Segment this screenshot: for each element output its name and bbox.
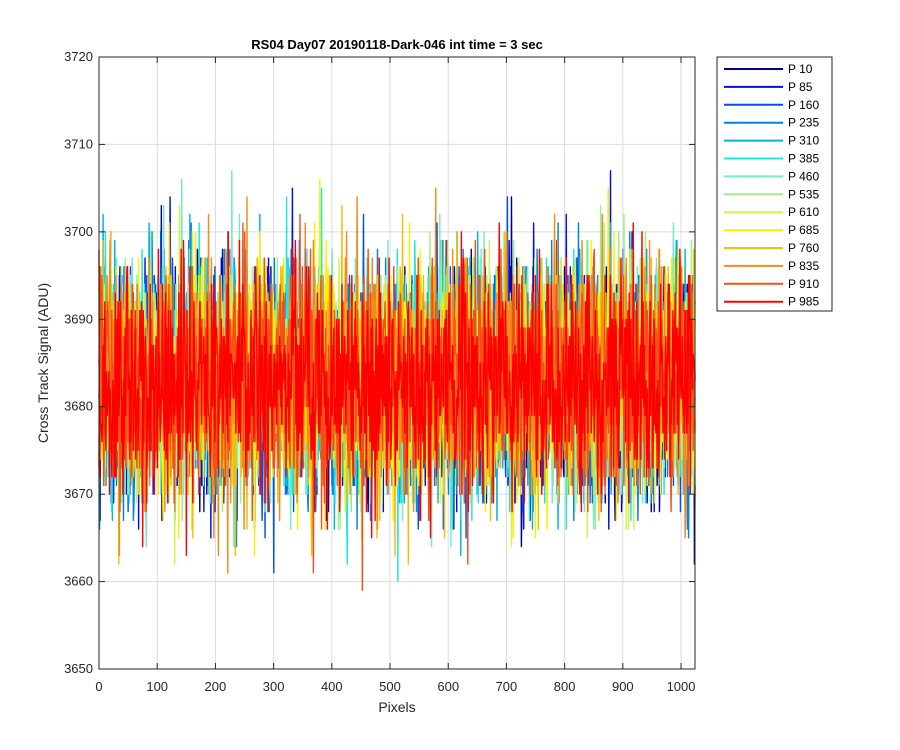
legend-entry-label: P 310 — [788, 134, 819, 148]
y-tick-label: 3680 — [64, 399, 93, 414]
legend-entry-label: P 385 — [788, 152, 819, 166]
x-tick-label: 900 — [612, 679, 634, 694]
y-tick-label: 3650 — [64, 661, 93, 676]
legend-entry-label: P 235 — [788, 116, 819, 130]
legend-entry-label: P 685 — [788, 223, 819, 237]
y-tick-label: 3710 — [64, 136, 93, 151]
tick-layer — [98, 56, 695, 670]
legend-entry-label: P 160 — [788, 98, 819, 112]
y-tick-label: 3700 — [64, 224, 93, 239]
x-tick-label: 500 — [379, 679, 401, 694]
legend-entry-label: P 460 — [788, 169, 819, 183]
chart-title: RS04 Day07 20190118-Dark-046 int time = … — [251, 37, 543, 52]
series-line — [98, 213, 696, 592]
legend-entry-label: P 610 — [788, 205, 819, 219]
y-tick-label: 3670 — [64, 486, 93, 501]
y-axis-label: Cross Track Signal (ADU) — [35, 283, 51, 443]
y-tick-labels: 3650 3660 3670 3680 3690 3700 3710 3720 — [64, 49, 93, 676]
x-tick-label: 700 — [496, 679, 518, 694]
legend-items: P 10 P 85 P 160 P 235 P 310 P 385 P 460 P 535 P … — [724, 62, 819, 309]
x-tick-label: 800 — [554, 679, 576, 694]
legend-entry-label: P 85 — [788, 80, 813, 94]
x-tick-label: 100 — [146, 679, 168, 694]
x-tick-label: 1000 — [667, 679, 696, 694]
legend-entry-label: P 535 — [788, 187, 819, 201]
x-tick-label: 0 — [95, 679, 102, 694]
legend-entry-label: P 910 — [788, 277, 819, 291]
legend-entry-label: P 10 — [788, 62, 813, 76]
legend-entry-label: P 835 — [788, 259, 819, 273]
x-tick-label: 400 — [321, 679, 343, 694]
x-tick-labels: 0 100 200 300 400 500 600 700 800 900 1000 — [95, 679, 695, 694]
legend: P 10 P 85 P 160 P 235 P 310 P 385 P 460 P 535 P … — [716, 56, 833, 312]
y-tick-label: 3690 — [64, 311, 93, 326]
plot-frame — [98, 56, 696, 670]
legend-entry-label: P 985 — [788, 295, 819, 309]
series-layer — [98, 169, 696, 592]
x-tick-label: 300 — [263, 679, 285, 694]
legend-box — [716, 56, 833, 312]
x-axis-label: Pixels — [378, 699, 415, 715]
series-line — [98, 222, 696, 557]
y-tick-label: 3660 — [64, 574, 93, 589]
x-tick-label: 200 — [205, 679, 227, 694]
x-tick-label: 600 — [437, 679, 459, 694]
legend-entry-label: P 760 — [788, 241, 819, 255]
y-tick-label: 3720 — [64, 49, 93, 64]
